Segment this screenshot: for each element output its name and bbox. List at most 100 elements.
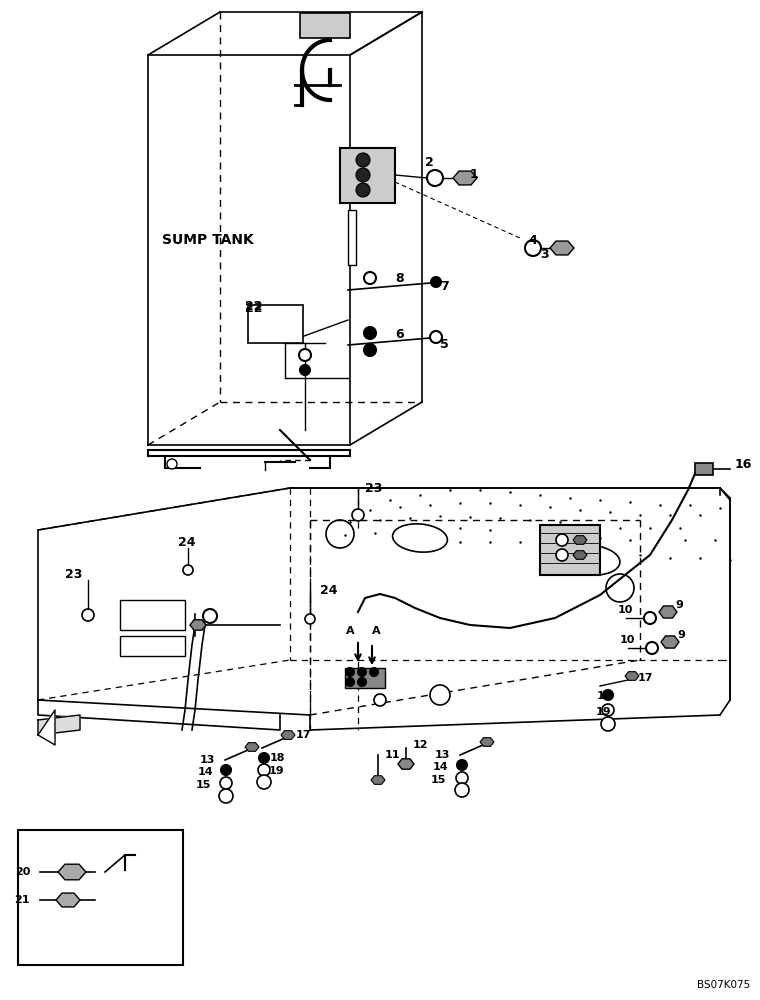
- Text: 17: 17: [296, 730, 312, 740]
- Circle shape: [257, 775, 271, 789]
- Text: 14: 14: [198, 767, 213, 777]
- Circle shape: [427, 170, 443, 186]
- Circle shape: [203, 609, 217, 623]
- Text: 14: 14: [432, 762, 448, 772]
- Circle shape: [219, 789, 233, 803]
- Polygon shape: [625, 672, 639, 680]
- Circle shape: [346, 668, 354, 676]
- Circle shape: [430, 685, 450, 705]
- Text: A~: A~: [30, 933, 52, 947]
- Text: 4: 4: [528, 233, 537, 246]
- Text: 9: 9: [677, 630, 685, 640]
- Circle shape: [258, 764, 270, 776]
- Text: 12: 12: [413, 740, 429, 750]
- Bar: [348, 210, 356, 265]
- Circle shape: [356, 168, 370, 182]
- Circle shape: [364, 344, 376, 356]
- Text: 17: 17: [638, 673, 654, 683]
- Polygon shape: [56, 893, 80, 907]
- Polygon shape: [371, 776, 385, 784]
- Text: 23: 23: [65, 568, 82, 582]
- Text: 7: 7: [440, 279, 448, 292]
- Polygon shape: [550, 241, 574, 255]
- Text: 24: 24: [320, 584, 337, 596]
- Text: 13: 13: [435, 750, 450, 760]
- Circle shape: [431, 277, 441, 287]
- Circle shape: [370, 668, 378, 676]
- Circle shape: [82, 609, 94, 621]
- Ellipse shape: [393, 524, 448, 552]
- Polygon shape: [58, 864, 86, 880]
- Circle shape: [556, 549, 568, 561]
- Text: SUMP TANK: SUMP TANK: [162, 233, 254, 247]
- Text: 19: 19: [596, 707, 612, 717]
- Circle shape: [556, 534, 568, 546]
- Text: 9: 9: [675, 600, 683, 610]
- Text: 18: 18: [597, 691, 613, 701]
- Bar: [540, 525, 600, 575]
- Bar: [18, 830, 183, 965]
- Bar: [248, 305, 303, 343]
- Bar: [120, 636, 185, 656]
- Circle shape: [356, 183, 370, 197]
- Polygon shape: [190, 620, 206, 630]
- Circle shape: [601, 717, 615, 731]
- Circle shape: [183, 565, 193, 575]
- Text: 10: 10: [620, 635, 635, 645]
- Circle shape: [364, 327, 376, 339]
- Circle shape: [167, 459, 177, 469]
- Circle shape: [90, 893, 104, 907]
- Circle shape: [221, 765, 231, 775]
- Circle shape: [455, 783, 469, 797]
- Circle shape: [305, 614, 315, 624]
- Polygon shape: [661, 636, 679, 648]
- Text: 11: 11: [385, 750, 401, 760]
- Text: 20: 20: [14, 867, 30, 877]
- Polygon shape: [453, 171, 477, 185]
- Text: 15: 15: [431, 775, 446, 785]
- Polygon shape: [659, 606, 677, 618]
- Circle shape: [346, 678, 354, 686]
- Circle shape: [220, 777, 232, 789]
- Circle shape: [374, 694, 386, 706]
- Circle shape: [457, 760, 467, 770]
- Circle shape: [364, 272, 376, 284]
- Circle shape: [259, 753, 269, 763]
- Bar: [340, 148, 395, 203]
- Polygon shape: [573, 536, 587, 544]
- Polygon shape: [38, 710, 55, 745]
- Circle shape: [356, 153, 370, 167]
- Text: 2: 2: [425, 156, 434, 169]
- Polygon shape: [245, 743, 259, 751]
- Circle shape: [352, 509, 364, 521]
- Text: 15: 15: [195, 780, 211, 790]
- Text: 21: 21: [14, 895, 30, 905]
- Polygon shape: [480, 738, 494, 746]
- Bar: [695, 463, 713, 475]
- Text: A: A: [346, 626, 354, 636]
- Circle shape: [300, 365, 310, 375]
- Text: 18: 18: [270, 753, 286, 763]
- Text: 5: 5: [440, 338, 448, 352]
- Text: 6: 6: [395, 328, 404, 342]
- Text: 1: 1: [470, 168, 479, 182]
- Circle shape: [602, 704, 614, 716]
- Text: 3: 3: [540, 248, 549, 261]
- Text: 19: 19: [269, 766, 285, 776]
- Circle shape: [525, 240, 541, 256]
- Circle shape: [603, 690, 613, 700]
- Polygon shape: [281, 731, 295, 739]
- Circle shape: [89, 864, 105, 880]
- Text: 22: 22: [245, 300, 262, 314]
- Text: BS07K075: BS07K075: [697, 980, 750, 990]
- Circle shape: [358, 678, 366, 686]
- Polygon shape: [38, 715, 80, 735]
- Ellipse shape: [560, 545, 620, 575]
- Text: 22: 22: [245, 302, 262, 314]
- Bar: [300, 13, 350, 38]
- Polygon shape: [398, 759, 414, 769]
- Text: 10: 10: [618, 605, 633, 615]
- Text: 16: 16: [735, 458, 752, 472]
- Bar: [345, 668, 385, 688]
- Text: 23: 23: [365, 482, 382, 494]
